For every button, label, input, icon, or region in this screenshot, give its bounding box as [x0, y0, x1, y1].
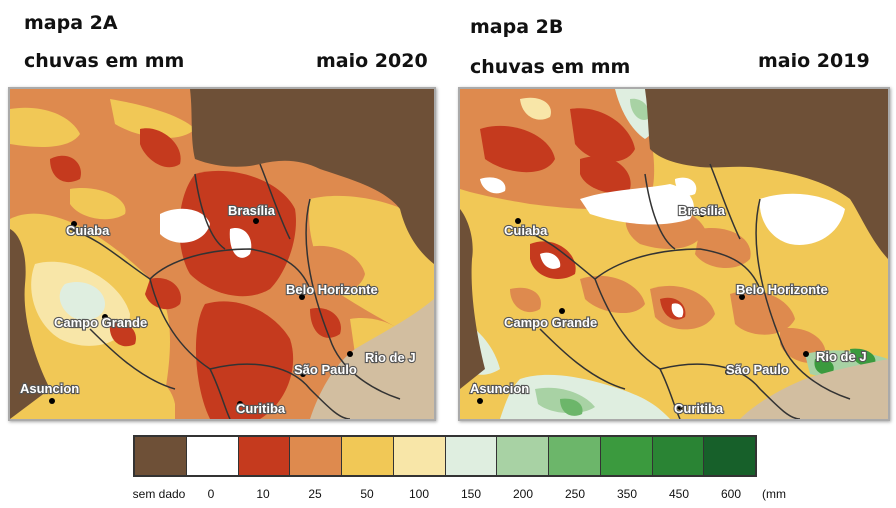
- map-2a-city-brasilia: Brasília: [228, 203, 276, 218]
- map-2b-title: mapa 2B: [470, 16, 564, 38]
- legend-label-1: 0: [207, 487, 215, 501]
- legend-label-5: 100: [408, 487, 430, 501]
- map-2a-subtitle: chuvas em mm: [24, 50, 185, 72]
- legend-swatch-4: [342, 437, 394, 475]
- legend-swatch-2: [238, 437, 291, 475]
- legend-unit: (mm: [762, 487, 786, 501]
- map-2a-city-cuiaba: Cuiaba: [66, 223, 110, 238]
- legend-label-2: 10: [256, 487, 270, 501]
- legend-swatch-11: [704, 437, 755, 475]
- map-2a-city-sao-paulo: São Paulo: [294, 362, 357, 377]
- color-legend: [133, 435, 757, 477]
- legend-label-10: 450: [668, 487, 690, 501]
- legend-label-6: 150: [460, 487, 482, 501]
- legend-swatch-9: [600, 437, 653, 475]
- map-2a-city-asuncion: Asuncion: [20, 381, 79, 396]
- legend-label-8: 250: [564, 487, 586, 501]
- legend-swatch-1: [186, 437, 239, 475]
- legend-label-4: 50: [360, 487, 374, 501]
- map-2b-city-rio: Rio de J: [816, 349, 867, 364]
- legend-swatch-10: [652, 437, 705, 475]
- map-2b-city-brasilia: Brasília: [678, 203, 726, 218]
- map-2a: Brasília Cuiaba Campo Grande Belo Horizo…: [8, 87, 436, 421]
- map-2b-city-campo-grande: Campo Grande: [504, 315, 597, 330]
- legend-label-0: sem dado: [132, 487, 186, 501]
- map-2b-date: maio 2019: [758, 50, 870, 72]
- map-2a-city-rio: Rio de J: [365, 350, 416, 365]
- legend-label-11: 600: [720, 487, 742, 501]
- legend-swatch-6: [445, 437, 498, 475]
- legend-swatch-0: [135, 437, 187, 475]
- legend-swatch-8: [549, 437, 601, 475]
- legend-label-7: 200: [512, 487, 534, 501]
- map-2a-date: maio 2020: [316, 50, 428, 72]
- map-2b-city-belo-horizonte: Belo Horizonte: [736, 282, 828, 297]
- legend-swatch-3: [290, 437, 342, 475]
- map-2b: Brasília Cuiaba Campo Grande Belo Horizo…: [458, 87, 890, 421]
- legend-labels: sem dado 0 10 25 50 100 150 200 250 350 450 600 (mm: [0, 487, 896, 503]
- map-2b-city-asuncion: Asuncion: [470, 381, 529, 396]
- map-2a-city-campo-grande: Campo Grande: [54, 315, 147, 330]
- map-2b-city-curitiba: Curitiba: [674, 401, 724, 416]
- map-2b-subtitle: chuvas em mm: [470, 56, 631, 78]
- map-2b-city-cuiaba: Cuiaba: [504, 223, 548, 238]
- legend-swatch-7: [497, 437, 549, 475]
- legend-label-3: 25: [308, 487, 322, 501]
- map-2b-city-sao-paulo: São Paulo: [726, 362, 789, 377]
- map-2a-city-belo-horizonte: Belo Horizonte: [286, 282, 378, 297]
- legend-label-9: 350: [616, 487, 638, 501]
- map-2a-city-curitiba: Curitiba: [236, 401, 286, 416]
- map-2a-title: mapa 2A: [24, 12, 118, 34]
- legend-swatch-5: [393, 437, 446, 475]
